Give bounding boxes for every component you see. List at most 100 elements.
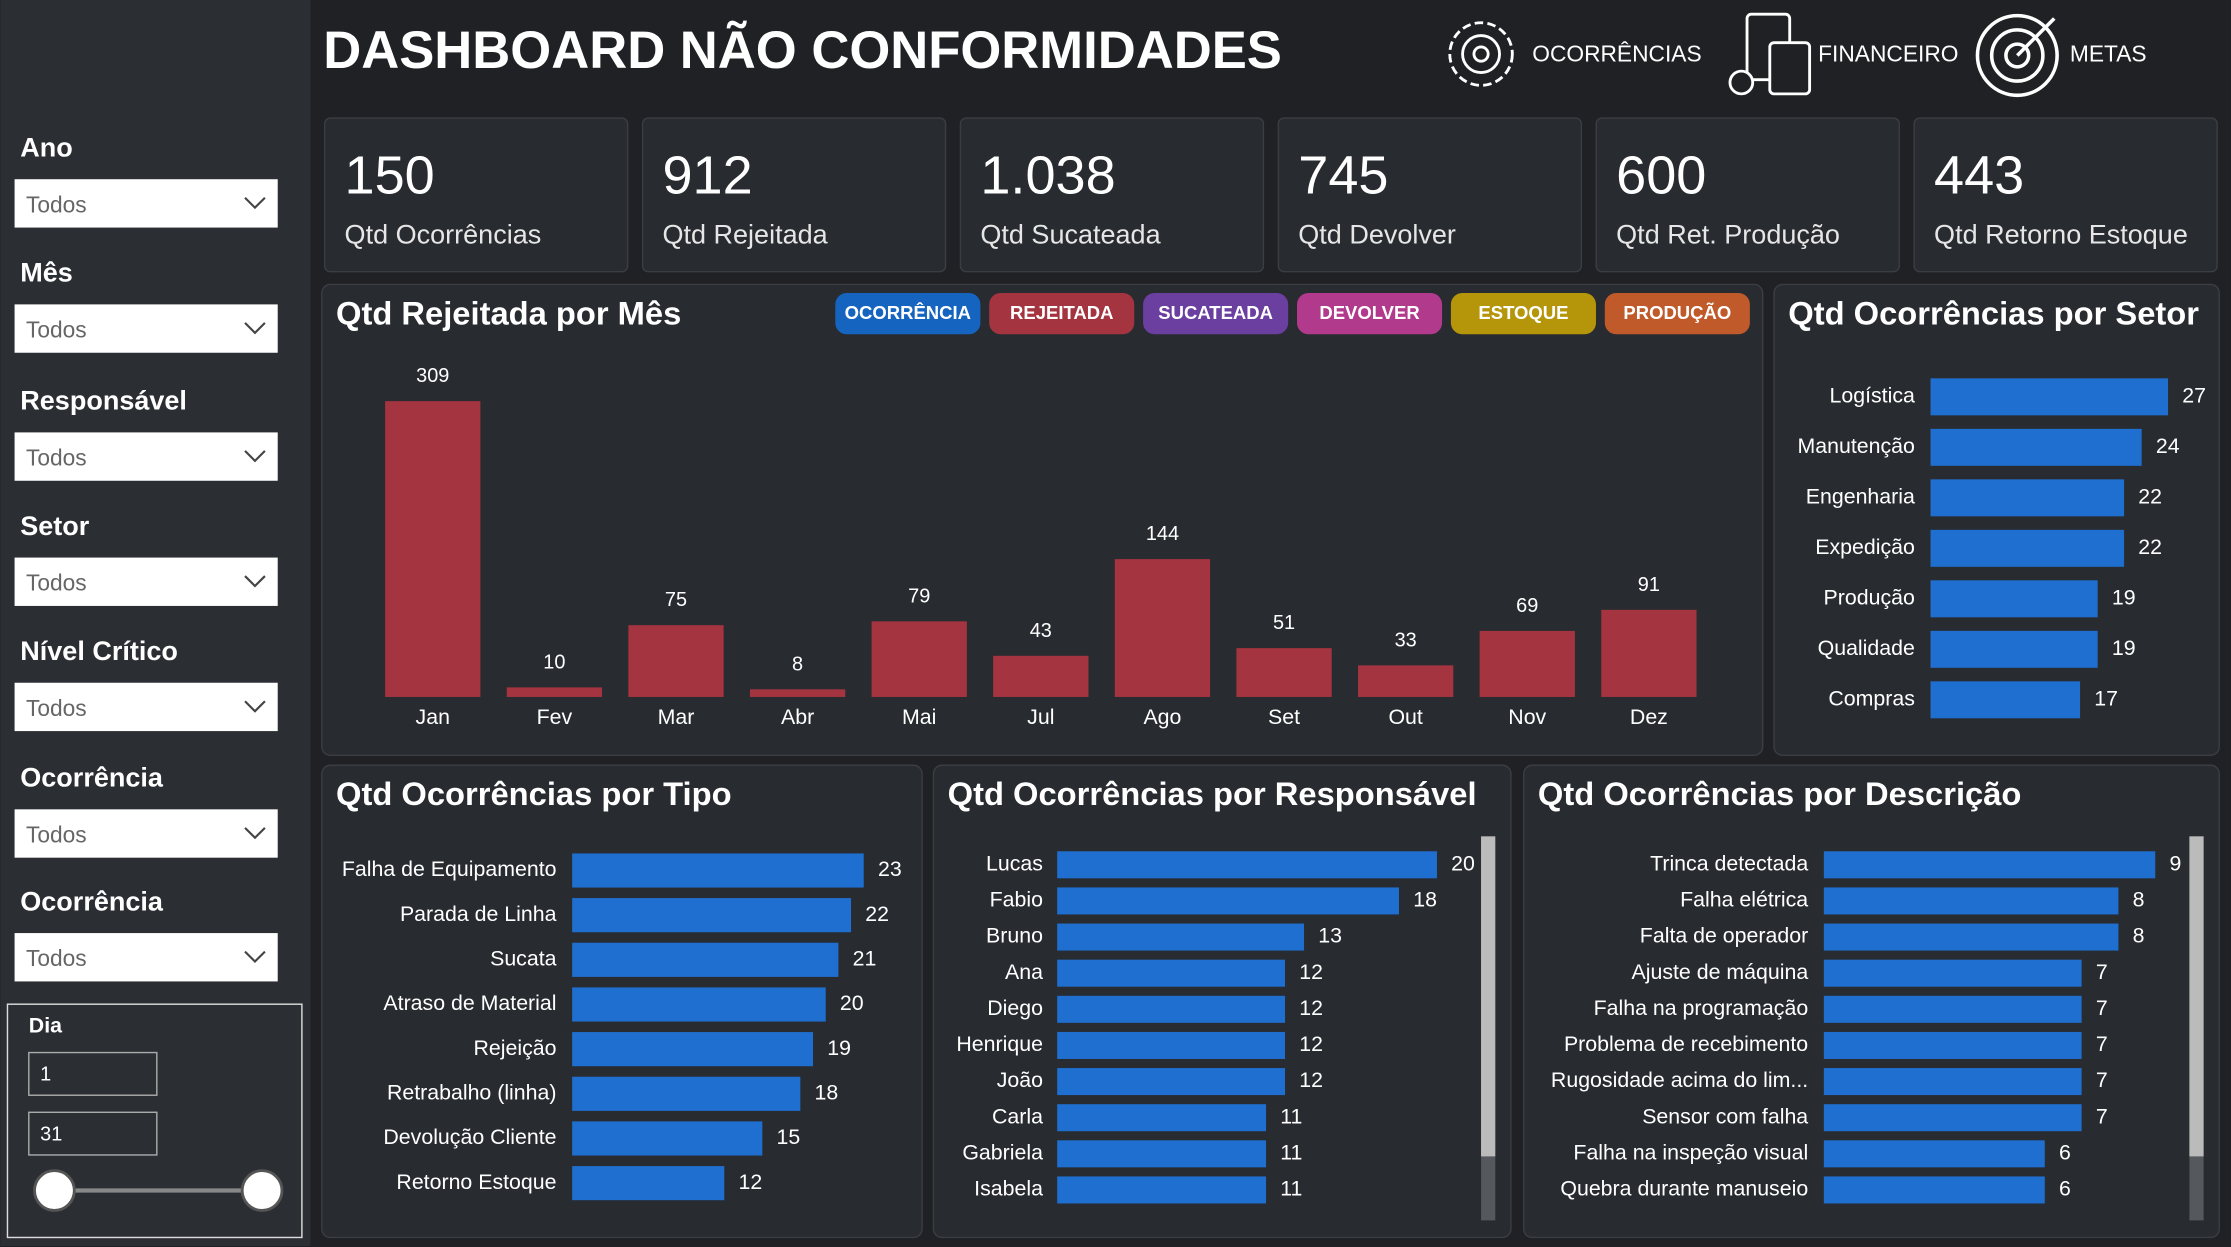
y-tick-label: Retorno Estoque — [396, 1170, 556, 1194]
bar — [1823, 1031, 2082, 1059]
filter-value: Todos — [26, 821, 87, 847]
nav-label[interactable]: METAS — [2070, 40, 2147, 66]
nav-ocorrencias[interactable] — [1448, 21, 1514, 87]
filter-dropdown[interactable] — [14, 304, 278, 353]
y-tick-label: Trinca detectada — [1650, 851, 1808, 875]
filter-label: Setor — [20, 511, 90, 541]
y-tick-label: Rejeição — [474, 1036, 557, 1060]
value-label: 33 — [1395, 629, 1417, 651]
dropdown-chevron — [244, 196, 266, 210]
bar — [572, 942, 839, 977]
bar — [1057, 959, 1286, 987]
bar — [1358, 665, 1454, 697]
nav-label[interactable]: OCORRÊNCIAS — [1532, 40, 1701, 66]
value-label: 8 — [2133, 924, 2145, 948]
bar — [1930, 630, 2098, 668]
nav-metas[interactable] — [1975, 13, 2059, 98]
day-max-input[interactable] — [28, 1111, 158, 1156]
bar — [1930, 580, 2098, 618]
bar — [1057, 1140, 1267, 1168]
y-tick-label: Parada de Linha — [400, 902, 557, 926]
bar — [628, 625, 724, 697]
filter-dropdown[interactable] — [14, 179, 278, 228]
button-label: OCORRÊNCIA — [845, 302, 971, 323]
value-label: 22 — [865, 902, 889, 926]
bar — [1236, 648, 1332, 697]
kpi-card — [1277, 117, 1583, 273]
y-tick-label: Produção — [1824, 585, 1915, 609]
day-min-input[interactable] — [28, 1051, 158, 1096]
y-tick-label: Falha na programação — [1594, 996, 1809, 1020]
filter-dropdown[interactable] — [14, 432, 278, 481]
filter-label: Responsável — [20, 386, 187, 416]
filter-button[interactable] — [1296, 293, 1443, 335]
value-label: 12 — [1299, 960, 1323, 984]
value-label: 75 — [665, 589, 687, 611]
filter-dropdown[interactable] — [14, 933, 278, 982]
value-label: 309 — [416, 365, 449, 387]
value-label: 8 — [792, 653, 803, 675]
filter-value: Todos — [26, 444, 87, 470]
bar — [1823, 995, 2082, 1023]
filter-button[interactable] — [1604, 293, 1750, 335]
bar — [749, 689, 846, 697]
value-label: 8 — [2133, 888, 2145, 912]
filter-button[interactable] — [989, 293, 1135, 335]
bar — [1930, 428, 2142, 466]
y-tick-label: Fabio — [990, 888, 1043, 912]
y-tick-label: Diego — [987, 996, 1043, 1020]
value-label: 7 — [2096, 960, 2108, 984]
value-label: 7 — [2096, 1104, 2108, 1128]
kpi-value: 1.038 — [980, 146, 1115, 206]
y-tick-label: Quebra durante manuseio — [1560, 1177, 1808, 1201]
chart-title: Qtd Rejeitada por Mês — [336, 294, 681, 331]
value-label: 69 — [1516, 595, 1538, 617]
bar — [1057, 1176, 1267, 1204]
filter-dropdown[interactable] — [14, 557, 278, 606]
value-label: 7 — [2096, 996, 2108, 1020]
y-tick-label: Gabriela — [962, 1140, 1043, 1164]
value-label: 20 — [840, 991, 864, 1015]
scrollbar-thumb[interactable] — [1481, 836, 1496, 1157]
bar — [1057, 1031, 1286, 1059]
filter-label: Ano — [20, 132, 73, 162]
filter-value: Todos — [26, 570, 87, 596]
y-tick-label: Engenharia — [1806, 484, 1915, 508]
gear-icon-core — [1472, 45, 1490, 63]
button-label: SUCATEADA — [1158, 302, 1273, 323]
bar — [1823, 959, 2082, 987]
button-label: DEVOLVER — [1319, 302, 1419, 323]
gear-icon — [1448, 21, 1514, 87]
filter-dropdown[interactable] — [14, 809, 278, 858]
bar — [1057, 1068, 1286, 1096]
scrollbar-thumb[interactable] — [2189, 836, 2204, 1157]
bar — [506, 687, 603, 697]
x-tick-label: Fev — [537, 705, 573, 729]
dropdown-chevron — [244, 450, 266, 463]
filter-button[interactable] — [1143, 293, 1289, 335]
x-tick-label: Jan — [416, 705, 450, 729]
filter-dropdown[interactable] — [14, 682, 278, 732]
button-label: REJEITADA — [1010, 302, 1113, 323]
dropdown-chevron — [244, 950, 266, 964]
filter-button[interactable] — [835, 293, 981, 335]
kpi-card — [959, 117, 1265, 273]
bar — [1057, 887, 1399, 915]
value-label: 12 — [1299, 1068, 1323, 1092]
target-icon-core — [2004, 42, 2031, 69]
filter-button[interactable] — [1450, 293, 1596, 335]
target-arrow — [2016, 17, 2056, 57]
slider-handle[interactable] — [240, 1169, 284, 1212]
value-label: 21 — [853, 946, 877, 970]
nav-label[interactable]: FINANCEIRO — [1818, 40, 1958, 66]
value-label: 13 — [1318, 924, 1342, 948]
kpi-value: 443 — [1934, 146, 2024, 206]
y-tick-label: Compras — [1828, 686, 1915, 710]
kpi-label: Qtd Devolver — [1298, 219, 1456, 249]
dropdown-chevron — [244, 575, 266, 588]
nav-financeiro[interactable] — [1728, 12, 1812, 96]
x-tick-label: Jul — [1027, 705, 1054, 729]
value-label: 9 — [2169, 851, 2181, 875]
slider-handle[interactable] — [33, 1169, 76, 1212]
